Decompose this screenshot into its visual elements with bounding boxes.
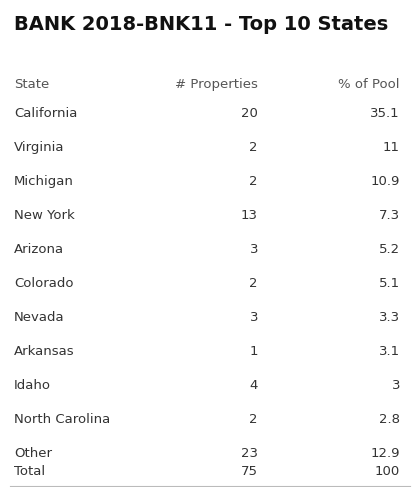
Text: 2: 2 [249,175,258,188]
Text: 3: 3 [249,243,258,256]
Text: Nevada: Nevada [14,311,65,324]
Text: California: California [14,107,77,120]
Text: BANK 2018-BNK11 - Top 10 States: BANK 2018-BNK11 - Top 10 States [14,15,388,34]
Text: 3.3: 3.3 [379,311,400,324]
Text: Idaho: Idaho [14,379,51,392]
Text: 1: 1 [249,345,258,358]
Text: 2: 2 [249,277,258,290]
Text: 35.1: 35.1 [370,107,400,120]
Text: 23: 23 [241,447,258,460]
Text: 10.9: 10.9 [370,175,400,188]
Text: Total: Total [14,465,45,478]
Text: 3: 3 [249,311,258,324]
Text: 4: 4 [249,379,258,392]
Text: Arizona: Arizona [14,243,64,256]
Text: 3: 3 [391,379,400,392]
Text: 20: 20 [241,107,258,120]
Text: # Properties: # Properties [175,78,258,91]
Text: 2: 2 [249,413,258,426]
Text: Virginia: Virginia [14,141,65,154]
Text: 2: 2 [249,141,258,154]
Text: Michigan: Michigan [14,175,74,188]
Text: Arkansas: Arkansas [14,345,75,358]
Text: 12.9: 12.9 [370,447,400,460]
Text: Colorado: Colorado [14,277,74,290]
Text: 3.1: 3.1 [379,345,400,358]
Text: 100: 100 [375,465,400,478]
Text: 7.3: 7.3 [379,209,400,222]
Text: 11: 11 [383,141,400,154]
Text: North Carolina: North Carolina [14,413,110,426]
Text: Other: Other [14,447,52,460]
Text: % of Pool: % of Pool [339,78,400,91]
Text: 75: 75 [241,465,258,478]
Text: 13: 13 [241,209,258,222]
Text: 2.8: 2.8 [379,413,400,426]
Text: 5.2: 5.2 [379,243,400,256]
Text: New York: New York [14,209,75,222]
Text: State: State [14,78,49,91]
Text: 5.1: 5.1 [379,277,400,290]
